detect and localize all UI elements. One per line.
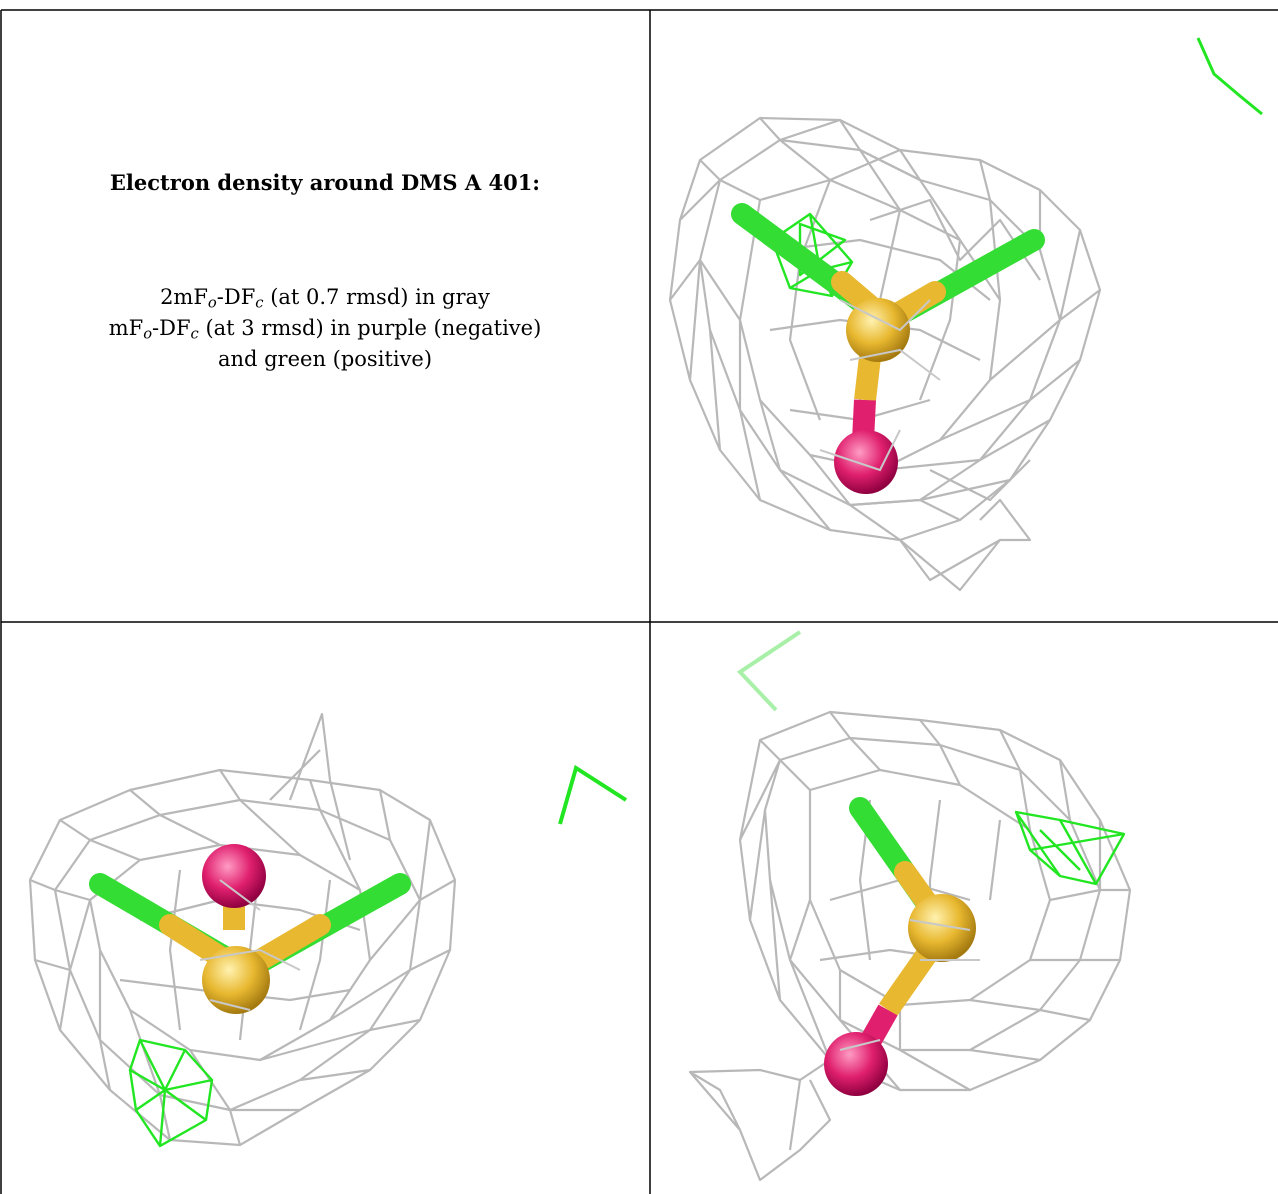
view-bottom-right	[0, 0, 1278, 1194]
